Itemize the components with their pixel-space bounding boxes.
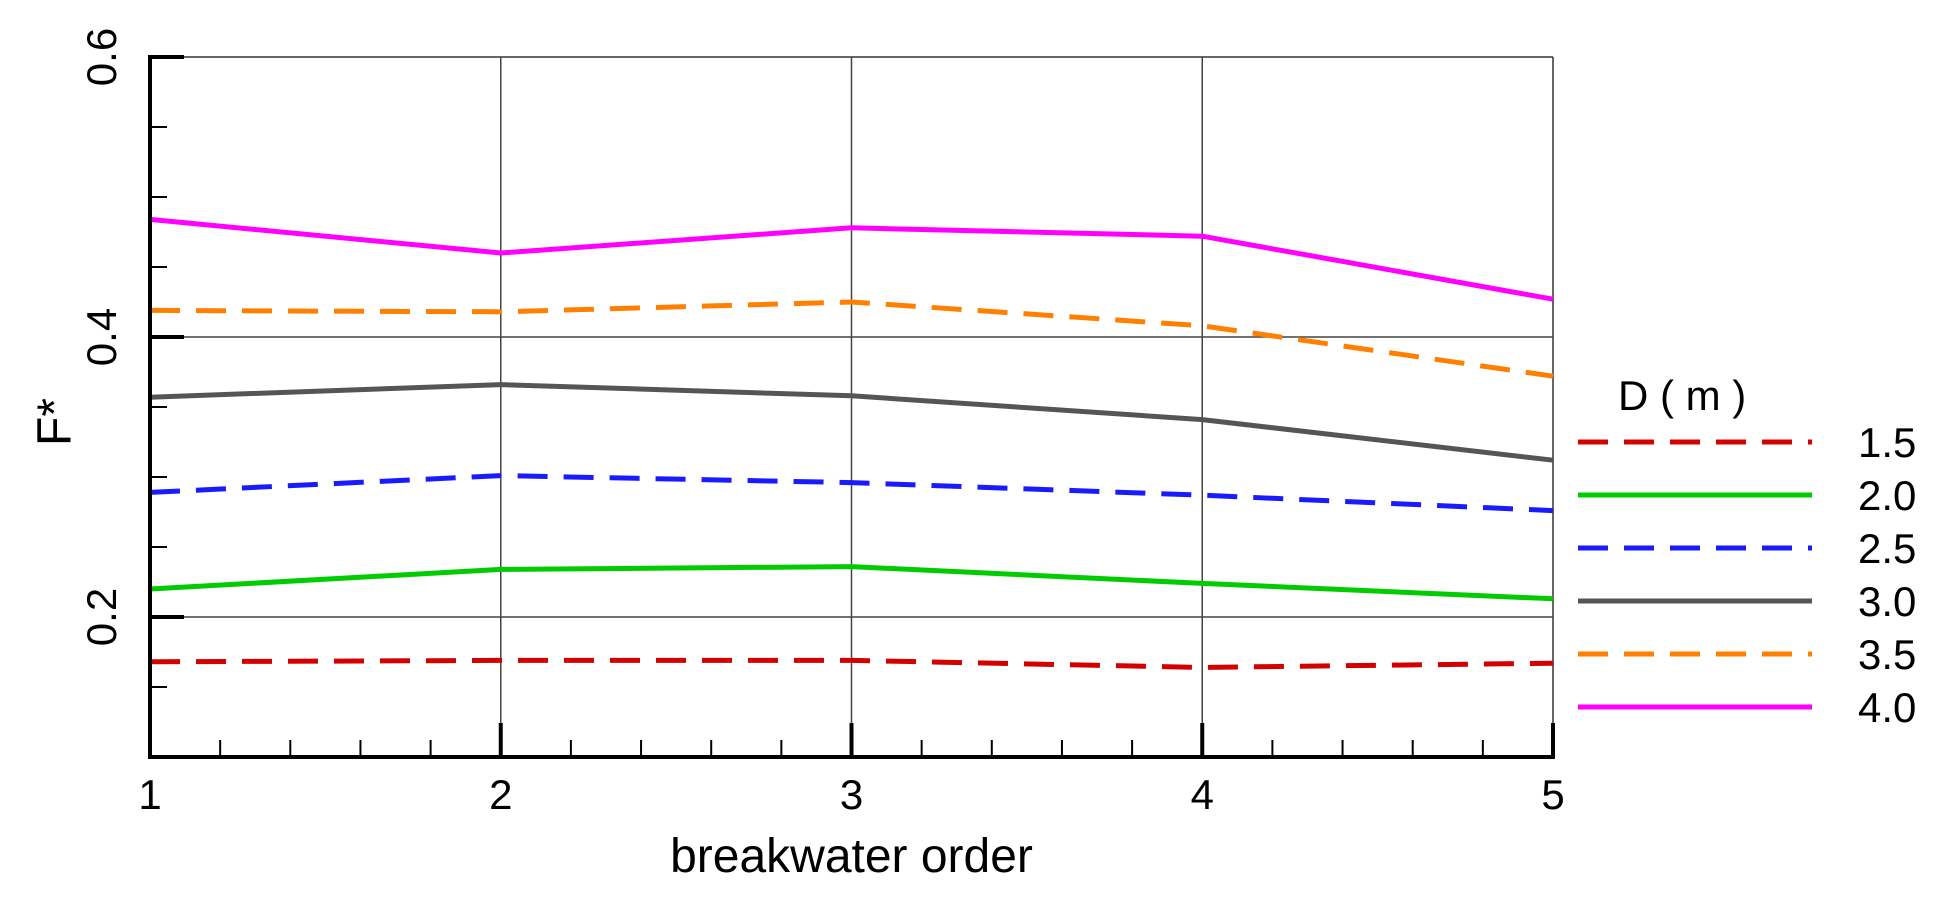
series-line-3.5 [149,299,1554,379]
grid-lines [150,56,1554,757]
series-line-4.0 [149,216,1554,302]
axes [148,55,1555,759]
series-line-2.5 [149,473,1554,514]
tick-labels: 1 2 3 4 5 0.2 0.4 0.6 [78,28,1565,818]
series-lines [149,216,1554,670]
series-line-3.0 [149,382,1554,463]
legend-label: 3.0 [1858,578,1916,625]
series-line-2.0 [149,564,1554,602]
x-axis-title: breakwater order [670,830,1033,883]
legend-label: 1.5 [1858,419,1916,466]
x-tick-label: 3 [840,771,863,818]
x-tick-label: 1 [138,771,161,818]
legend: D ( m ) 1.5 2.0 2.5 3.0 3.5 4.0 [1578,372,1916,731]
legend-title: D ( m ) [1618,372,1746,419]
y-tick-label: 0.4 [78,308,125,366]
legend-label: 4.0 [1858,684,1916,731]
y-axis-title: F* [29,398,82,446]
series-line-1.5 [149,657,1554,670]
x-tick-label: 4 [1191,771,1214,818]
legend-label: 2.5 [1858,525,1916,572]
legend-label: 2.0 [1858,472,1916,519]
x-tick-label: 2 [489,771,512,818]
x-tick-label: 5 [1541,771,1564,818]
legend-label: 3.5 [1858,631,1916,678]
y-tick-label: 0.2 [78,588,125,646]
y-tick-label: 0.6 [78,28,125,86]
